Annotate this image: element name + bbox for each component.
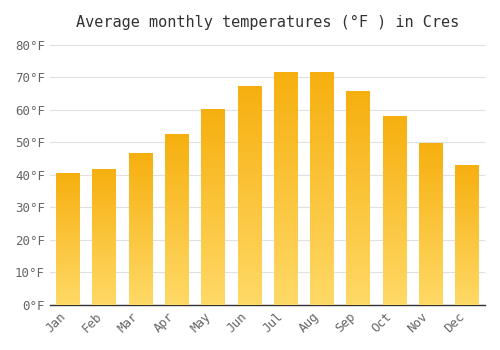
Title: Average monthly temperatures (°F ) in Cres: Average monthly temperatures (°F ) in Cr…: [76, 15, 459, 30]
